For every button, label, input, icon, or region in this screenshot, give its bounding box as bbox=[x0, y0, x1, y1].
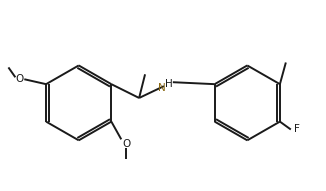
Text: F: F bbox=[294, 125, 300, 134]
Text: N: N bbox=[158, 83, 166, 93]
Text: H: H bbox=[165, 79, 173, 89]
Text: O: O bbox=[15, 74, 23, 84]
Text: O: O bbox=[122, 139, 130, 149]
